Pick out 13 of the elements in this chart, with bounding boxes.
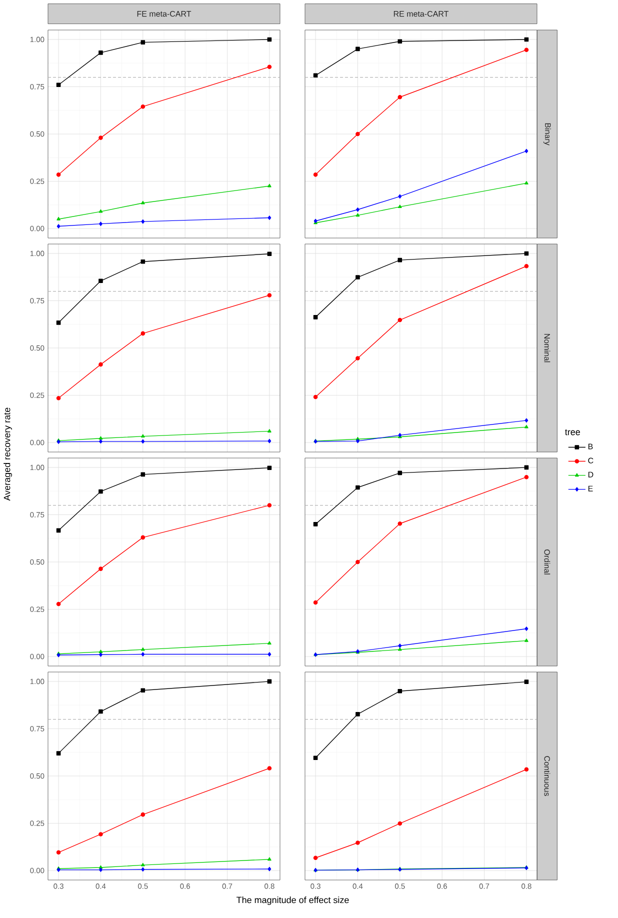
legend-label: C — [588, 458, 594, 464]
y2-axis-title: Nominal — [544, 334, 550, 362]
x-axis-title: The magnitude of effect size — [236, 896, 349, 905]
legend-label: D — [588, 472, 594, 478]
y2-axis-title: Continuous — [544, 756, 550, 796]
legend-title: tree — [565, 429, 580, 436]
y2-axis-title: Binary — [543, 123, 551, 146]
y2-axis-title: Ordinal — [544, 549, 550, 574]
legend-label: E — [588, 486, 593, 492]
chart-title: FE meta-CART — [137, 10, 192, 17]
y-axis-title: Averaged recovery rate — [4, 408, 12, 501]
chart-title: RE meta-CART — [394, 10, 449, 17]
legend-label: B — [588, 444, 593, 450]
